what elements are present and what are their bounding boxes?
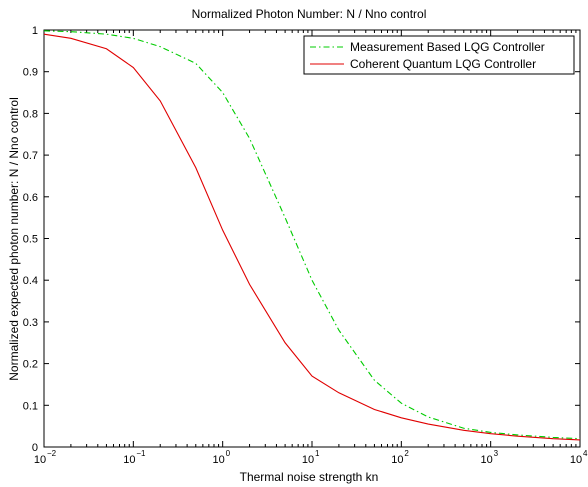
minor-ticks (70, 30, 577, 447)
x-tick-label-exponent: 0 (226, 449, 231, 458)
x-tick-label: 101 (302, 449, 320, 466)
legend-label-coherent: Coherent Quantum LQG Controller (350, 57, 536, 71)
x-axis-label: Thermal noise strength kn (240, 470, 379, 484)
y-tick-label: 0.9 (23, 67, 38, 79)
x-tick-label-base: 10 (570, 454, 582, 466)
legend: Measurement Based LQG Controller Coheren… (303, 35, 575, 75)
x-tick-label-exponent: −2 (47, 449, 57, 458)
x-tick-label-exponent: −1 (136, 449, 146, 458)
y-tick-label: 0.7 (23, 150, 38, 162)
x-tick-label-base: 10 (34, 454, 46, 466)
x-tick-label-base: 10 (213, 454, 225, 466)
legend-label-measurement: Measurement Based LQG Controller (350, 40, 545, 54)
y-tick-labels: 0 0.1 0.2 0.3 0.4 0.5 0.6 0.7 0.8 0.9 1 (23, 25, 38, 454)
y-tick-label: 0.6 (23, 192, 38, 204)
plot-area (43, 29, 581, 448)
x-tick-label: 103 (481, 449, 499, 466)
x-tick-label-base: 10 (391, 454, 403, 466)
y-tick-label: 0.3 (23, 317, 38, 329)
x-tick-label-base: 10 (123, 454, 135, 466)
y-axis-label: Normalized expected photon number: N / N… (7, 97, 21, 380)
x-tick-label: 10−1 (123, 449, 146, 466)
x-tick-label: 10−2 (34, 449, 57, 466)
y-tick-label: 0.5 (23, 234, 38, 246)
y-tick-label: 0.4 (23, 275, 38, 287)
x-tick-label-base: 10 (302, 454, 314, 466)
x-tick-label: 100 (213, 449, 231, 466)
series-line-1 (43, 33, 581, 441)
y-tick-label: 0.8 (23, 108, 38, 120)
legend-box (303, 35, 575, 75)
x-tick-label: 104 (570, 449, 588, 466)
x-tick-label-exponent: 3 (494, 449, 499, 458)
x-tick-label-exponent: 4 (583, 449, 588, 458)
series-lines (43, 30, 581, 441)
y-tick-label: 0.1 (23, 400, 38, 412)
y-tick-label: 0 (32, 442, 38, 454)
series-line-0 (43, 30, 581, 440)
chart-title: Normalized Photon Number: N / Nno contro… (192, 7, 427, 21)
x-tick-label-base: 10 (481, 454, 493, 466)
x-tick-label-exponent: 2 (404, 449, 409, 458)
x-tick-label-exponent: 1 (315, 449, 320, 458)
x-tick-label: 102 (391, 449, 409, 466)
y-tick-label: 0.2 (23, 359, 38, 371)
y-tick-label: 1 (32, 25, 38, 37)
